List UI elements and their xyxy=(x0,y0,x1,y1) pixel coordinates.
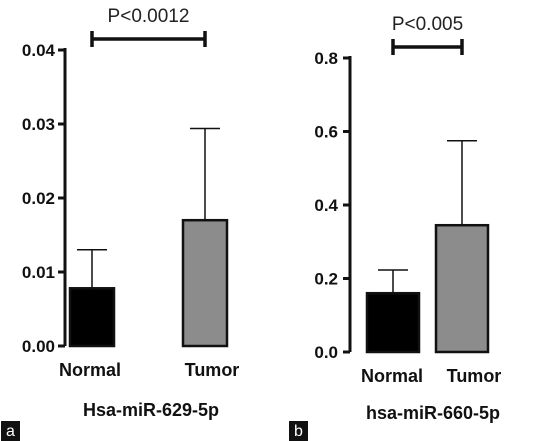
y-tick-label: 0.02 xyxy=(22,189,55,208)
y-tick-label: 0.2 xyxy=(314,270,338,289)
panel-letter: b xyxy=(294,423,303,440)
x-axis-title: Hsa-miR-629-5p xyxy=(83,400,219,420)
y-tick-label: 0.4 xyxy=(314,196,338,215)
bar-tumor-a xyxy=(181,218,229,348)
y-tick-label: 0.01 xyxy=(22,263,55,282)
y-tick-label: 0.8 xyxy=(314,49,338,68)
y-tick-label: 0.6 xyxy=(314,123,338,142)
bar-normal-b xyxy=(365,291,421,354)
y-tick-label: 0.03 xyxy=(22,115,55,134)
y-tick-label: 0.04 xyxy=(22,41,56,60)
x-axis-title: hsa-miR-660-5p xyxy=(366,403,500,423)
bar-normal-a xyxy=(68,287,116,348)
y-tick-label: 0.00 xyxy=(22,337,55,356)
significance-label: P<0.0012 xyxy=(108,6,190,27)
category-label: Normal xyxy=(361,366,423,386)
category-label: Tumor xyxy=(447,366,502,386)
category-label: Normal xyxy=(59,360,121,380)
category-label: Tumor xyxy=(185,360,240,380)
panel-letter-badge-a xyxy=(1,421,20,441)
significance-label: P<0.005 xyxy=(392,14,463,35)
panel-letter: a xyxy=(6,423,15,440)
y-tick-label: 0.0 xyxy=(314,343,338,362)
panel-letter-badge-b xyxy=(289,421,308,441)
bar-tumor-b xyxy=(434,223,490,354)
